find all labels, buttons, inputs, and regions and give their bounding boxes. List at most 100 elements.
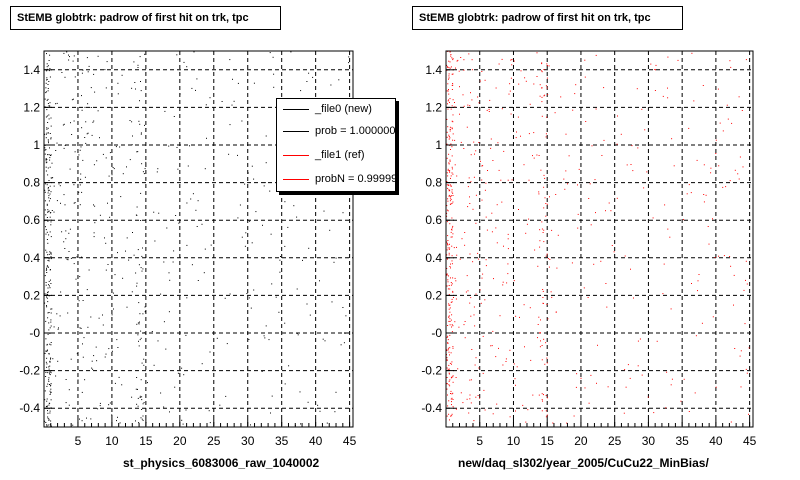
y-tick-label: 1.2 — [23, 100, 40, 114]
data-point — [450, 175, 452, 177]
data-point — [186, 244, 188, 246]
data-point — [601, 155, 603, 156]
data-point — [451, 227, 453, 229]
data-point — [447, 108, 449, 110]
data-point — [551, 296, 553, 298]
data-point — [136, 214, 138, 216]
data-point — [591, 145, 593, 147]
data-point — [497, 142, 499, 144]
data-point — [46, 296, 47, 298]
data-point — [556, 267, 558, 269]
data-point — [560, 96, 562, 98]
data-point — [72, 98, 74, 100]
data-point — [50, 177, 52, 179]
data-point — [448, 99, 450, 101]
data-point — [135, 272, 137, 274]
data-point — [287, 226, 289, 228]
data-point — [536, 52, 538, 54]
data-point — [49, 424, 51, 426]
data-point — [449, 190, 451, 191]
data-point — [246, 293, 248, 294]
data-point — [169, 279, 171, 281]
data-point — [450, 398, 452, 400]
data-point — [451, 189, 453, 191]
data-point — [45, 406, 47, 407]
data-point — [623, 412, 625, 414]
data-point — [81, 420, 83, 422]
data-point — [509, 83, 511, 85]
data-point — [48, 234, 50, 236]
data-point — [50, 325, 52, 327]
data-point — [576, 373, 578, 375]
data-point — [447, 368, 449, 370]
data-point — [448, 162, 450, 164]
y-tick-label: 0.2 — [425, 288, 442, 302]
data-point — [250, 424, 251, 426]
data-point — [505, 358, 507, 360]
data-point — [608, 202, 610, 204]
data-point — [451, 127, 453, 129]
data-point — [55, 150, 57, 151]
data-point — [595, 54, 597, 56]
data-point — [46, 269, 48, 271]
data-point — [584, 59, 586, 61]
data-point — [452, 291, 454, 293]
data-point — [78, 300, 80, 302]
data-point — [542, 297, 544, 298]
data-point — [451, 326, 452, 328]
data-point — [104, 69, 106, 71]
data-point — [479, 80, 481, 82]
data-point — [44, 275, 46, 277]
data-point — [44, 399, 46, 401]
data-point — [70, 358, 72, 360]
x-tick-label: 15 — [541, 434, 555, 448]
data-point — [48, 312, 50, 313]
data-point — [741, 110, 743, 111]
data-point — [81, 391, 83, 393]
legend-swatch — [283, 131, 309, 132]
data-point — [481, 71, 483, 72]
data-point — [688, 411, 690, 412]
data-point — [606, 306, 608, 308]
data-point — [448, 372, 450, 374]
data-point — [237, 217, 239, 219]
data-point — [76, 256, 78, 258]
data-point — [511, 179, 513, 181]
data-point — [221, 101, 223, 102]
data-point — [44, 200, 46, 202]
data-point — [47, 103, 49, 104]
data-point — [97, 110, 99, 112]
data-point — [224, 297, 226, 299]
data-point — [654, 69, 656, 70]
data-point — [46, 363, 48, 365]
data-point — [730, 66, 732, 68]
data-point — [545, 136, 547, 138]
data-point — [466, 398, 468, 400]
data-point — [46, 265, 48, 267]
data-point — [168, 145, 170, 147]
data-point — [449, 194, 451, 196]
data-point — [449, 197, 451, 199]
data-point — [201, 223, 203, 225]
data-point — [448, 67, 450, 69]
data-point — [447, 187, 449, 189]
data-point — [153, 211, 155, 213]
data-point — [270, 233, 272, 235]
data-point — [449, 379, 451, 381]
data-point — [142, 247, 143, 249]
data-point — [456, 254, 458, 256]
data-point — [141, 255, 143, 257]
data-point — [507, 179, 509, 181]
data-point — [680, 400, 682, 402]
data-point — [633, 297, 634, 299]
data-point — [143, 358, 145, 360]
legend-label: probN = 0.999999 — [315, 173, 396, 185]
data-point — [175, 215, 177, 216]
data-point — [727, 118, 729, 120]
data-point — [584, 387, 586, 389]
data-point — [62, 124, 64, 126]
data-point — [48, 70, 50, 72]
data-point — [447, 210, 449, 212]
data-point — [555, 194, 557, 195]
data-point — [541, 62, 543, 64]
